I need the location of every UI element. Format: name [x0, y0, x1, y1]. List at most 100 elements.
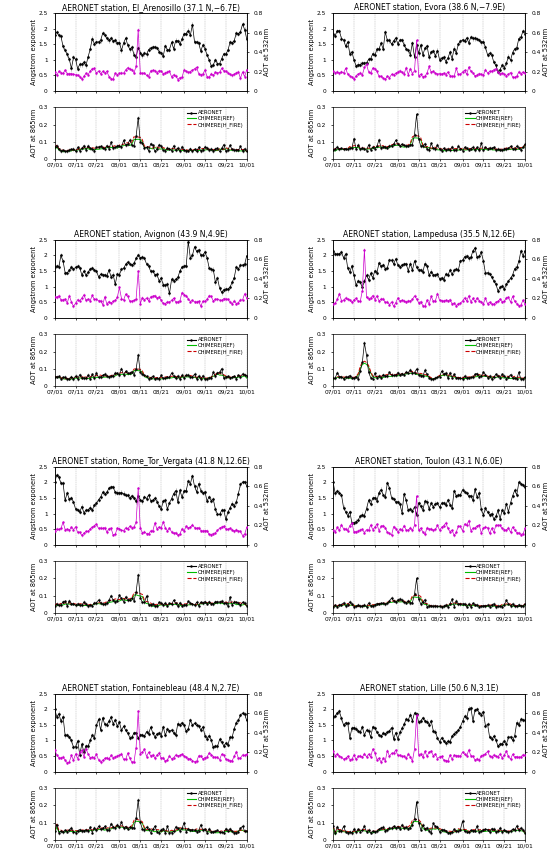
- CHIMERE(H_FIRE): [189, 371, 196, 381]
- CHIMERE(H_FIRE): [206, 598, 212, 609]
- CHIMERE(REF): [208, 145, 214, 155]
- CHIMERE(REF): [465, 372, 472, 383]
- AERONET: [154, 601, 160, 611]
- Y-axis label: AOT at 532nm: AOT at 532nm: [543, 28, 547, 76]
- Legend: AERONET, CHIMERE(REF), CHIMERE(H_FIRE): AERONET, CHIMERE(REF), CHIMERE(H_FIRE): [186, 337, 244, 355]
- AERONET: [355, 373, 362, 384]
- Legend: AERONET, CHIMERE(REF), CHIMERE(H_FIRE): AERONET, CHIMERE(REF), CHIMERE(H_FIRE): [464, 337, 522, 355]
- CHIMERE(REF): [363, 144, 370, 154]
- AERONET: [428, 600, 434, 611]
- CHIMERE(REF): [189, 145, 196, 156]
- CHIMERE(REF): [411, 132, 418, 143]
- Y-axis label: Angstrom exponent: Angstrom exponent: [310, 19, 316, 85]
- Legend: AERONET, CHIMERE(REF), CHIMERE(H_FIRE): AERONET, CHIMERE(REF), CHIMERE(H_FIRE): [186, 564, 244, 582]
- Y-axis label: AOT at 865nm: AOT at 865nm: [31, 790, 37, 838]
- Y-axis label: AOT at 532nm: AOT at 532nm: [264, 708, 270, 757]
- AERONET: [330, 602, 336, 612]
- AERONET: [208, 373, 214, 384]
- CHIMERE(REF): [361, 601, 368, 611]
- CHIMERE(REF): [91, 824, 97, 835]
- AERONET: [77, 145, 83, 156]
- CHIMERE(H_FIRE): [79, 372, 85, 383]
- AERONET: [135, 113, 142, 123]
- CHIMERE(H_FIRE): [206, 825, 212, 836]
- CHIMERE(H_FIRE): [465, 599, 472, 610]
- CHIMERE(REF): [243, 601, 250, 611]
- Title: AERONET station, Rome_Tor_Vergata (41.8 N,12.6E): AERONET station, Rome_Tor_Vergata (41.8 …: [52, 457, 249, 466]
- CHIMERE(REF): [522, 828, 528, 838]
- AERONET: [51, 826, 58, 837]
- Legend: AERONET, CHIMERE(REF), CHIMERE(H_FIRE): AERONET, CHIMERE(REF), CHIMERE(H_FIRE): [186, 791, 244, 809]
- Y-axis label: Angstrom exponent: Angstrom exponent: [31, 700, 37, 766]
- CHIMERE(H_FIRE): [484, 824, 491, 835]
- CHIMERE(REF): [83, 600, 89, 611]
- CHIMERE(REF): [51, 144, 58, 154]
- CHIMERE(H_FIRE): [428, 601, 434, 611]
- CHIMERE(H_FIRE): [361, 356, 368, 366]
- AERONET: [345, 828, 351, 838]
- CHIMERE(REF): [430, 143, 437, 153]
- Y-axis label: AOT at 532nm: AOT at 532nm: [264, 255, 270, 303]
- Line: AERONET: AERONET: [332, 801, 526, 834]
- AERONET: [83, 824, 89, 835]
- Title: AERONET station, El_Arenosillo (37.1 N,−6.7E): AERONET station, El_Arenosillo (37.1 N,−…: [62, 3, 240, 12]
- Y-axis label: AOT at 865nm: AOT at 865nm: [31, 563, 37, 611]
- CHIMERE(REF): [77, 826, 83, 837]
- CHIMERE(H_FIRE): [83, 824, 89, 835]
- AERONET: [468, 144, 474, 154]
- AERONET: [371, 368, 378, 378]
- AERONET: [77, 824, 83, 835]
- AERONET: [135, 795, 142, 805]
- AERONET: [208, 144, 214, 154]
- Line: CHIMERE(REF): CHIMERE(REF): [333, 363, 525, 379]
- CHIMERE(H_FIRE): [330, 145, 336, 155]
- CHIMERE(REF): [133, 816, 139, 826]
- CHIMERE(H_FIRE): [484, 600, 491, 611]
- CHIMERE(REF): [363, 359, 370, 370]
- AERONET: [363, 826, 370, 837]
- CHIMERE(REF): [93, 144, 100, 154]
- CHIMERE(H_FIRE): [522, 828, 528, 838]
- AERONET: [486, 601, 493, 611]
- AERONET: [135, 350, 142, 360]
- Line: CHIMERE(H_FIRE): CHIMERE(H_FIRE): [333, 819, 525, 833]
- CHIMERE(REF): [330, 145, 336, 155]
- CHIMERE(H_FIRE): [131, 132, 137, 142]
- Line: AERONET: AERONET: [54, 354, 248, 380]
- Title: AERONET station, Toulon (43.1 N,6.0E): AERONET station, Toulon (43.1 N,6.0E): [356, 457, 503, 466]
- Line: CHIMERE(H_FIRE): CHIMERE(H_FIRE): [55, 369, 247, 378]
- CHIMERE(H_FIRE): [91, 824, 97, 834]
- CHIMERE(H_FIRE): [51, 142, 58, 152]
- CHIMERE(REF): [189, 599, 196, 610]
- AERONET: [438, 602, 445, 612]
- CHIMERE(H_FIRE): [62, 373, 68, 384]
- Line: AERONET: AERONET: [332, 578, 526, 608]
- CHIMERE(REF): [355, 601, 362, 611]
- CHIMERE(REF): [66, 374, 73, 385]
- CHIMERE(H_FIRE): [133, 814, 139, 824]
- CHIMERE(REF): [484, 601, 491, 611]
- AERONET: [522, 598, 528, 609]
- CHIMERE(REF): [60, 146, 66, 157]
- CHIMERE(REF): [91, 598, 97, 609]
- CHIMERE(H_FIRE): [149, 600, 156, 611]
- CHIMERE(H_FIRE): [430, 373, 437, 384]
- Line: CHIMERE(H_FIRE): CHIMERE(H_FIRE): [333, 361, 525, 378]
- CHIMERE(H_FIRE): [330, 602, 336, 612]
- AERONET: [486, 143, 493, 153]
- CHIMERE(REF): [486, 825, 493, 836]
- Line: CHIMERE(REF): CHIMERE(REF): [333, 821, 525, 835]
- CHIMERE(H_FIRE): [152, 372, 158, 383]
- AERONET: [430, 818, 437, 829]
- AERONET: [488, 374, 495, 385]
- AERONET: [330, 821, 336, 831]
- CHIMERE(REF): [486, 144, 493, 154]
- CHIMERE(H_FIRE): [428, 823, 434, 833]
- CHIMERE(H_FIRE): [133, 364, 139, 374]
- AERONET: [414, 109, 420, 120]
- Line: CHIMERE(H_FIRE): CHIMERE(H_FIRE): [55, 592, 247, 606]
- CHIMERE(H_FIRE): [187, 598, 194, 609]
- CHIMERE(REF): [522, 373, 528, 384]
- CHIMERE(REF): [332, 145, 339, 156]
- CHIMERE(H_FIRE): [206, 144, 212, 154]
